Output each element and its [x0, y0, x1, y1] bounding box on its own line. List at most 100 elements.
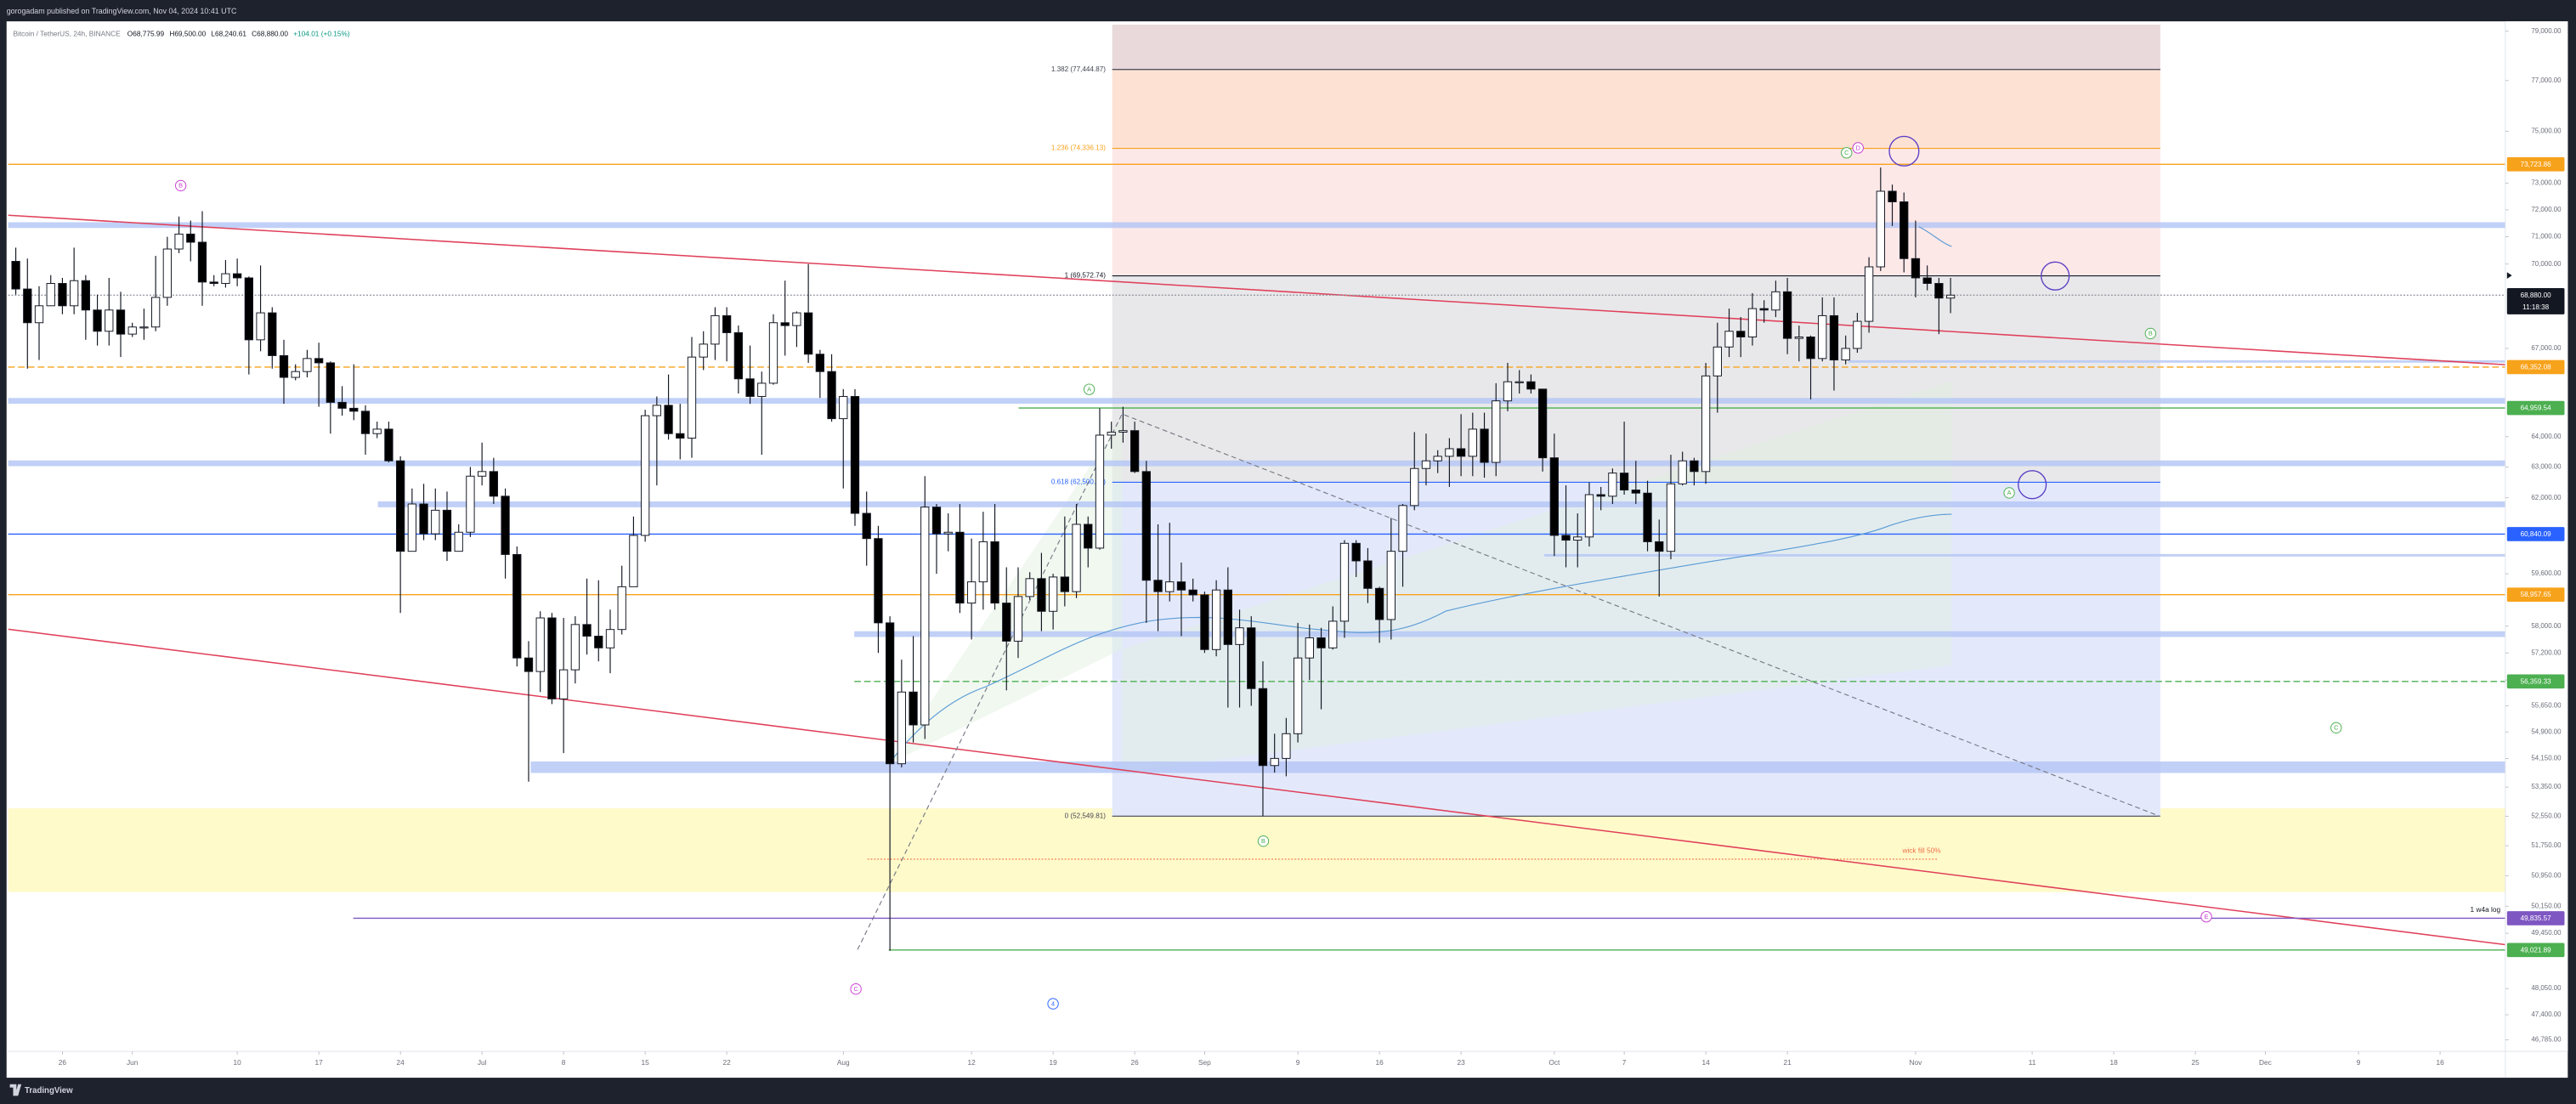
x-tick-label: 14	[1701, 1058, 1710, 1067]
candle-body	[70, 280, 79, 307]
candle-body	[850, 395, 860, 514]
candle-body	[360, 410, 371, 434]
wave-label: A	[1087, 385, 1091, 393]
candle-body	[1690, 460, 1699, 473]
y-tick-label: 46,785.00	[2531, 1036, 2562, 1044]
candle-body	[1060, 576, 1069, 592]
candle-body	[93, 309, 102, 332]
price-badge	[2506, 360, 2565, 375]
candle-body	[303, 358, 312, 372]
ohlc-close: C68,880.00	[252, 30, 288, 38]
candle-body	[745, 378, 755, 397]
y-tick-label: 55,650.00	[2531, 702, 2562, 710]
candle-body	[232, 273, 242, 279]
y-tick-label: 54,900.00	[2531, 728, 2562, 735]
candle-body	[1433, 456, 1442, 461]
candle-body	[699, 343, 708, 358]
wave-marker	[2200, 910, 2212, 923]
candle-body	[1818, 314, 1827, 360]
candle-body	[1363, 560, 1373, 589]
price-badge	[2506, 287, 2565, 314]
candle-body	[1736, 331, 1746, 337]
candle-body	[81, 280, 91, 311]
candle-body	[839, 395, 848, 420]
wave-label: B	[178, 182, 183, 190]
y-tick-label: 54,150.00	[2531, 754, 2562, 761]
price-badge-label: 49,835.57	[2521, 914, 2552, 922]
candle-body	[1200, 594, 1209, 650]
candle-body	[640, 415, 650, 536]
candle-body	[1584, 494, 1594, 538]
wave-label: C	[853, 985, 858, 993]
candle-body	[1013, 596, 1023, 642]
ohlc-open: O68,775.99	[127, 30, 165, 38]
fib-label: 0 (52,549.81)	[1065, 812, 1107, 819]
candle-body	[617, 586, 626, 631]
candle-body	[279, 354, 289, 378]
wave-label: 4	[1051, 999, 1055, 1007]
candle-body	[1713, 346, 1722, 376]
candle-body	[489, 471, 498, 497]
y-tick-label: 49,450.00	[2531, 929, 2562, 937]
candle-body	[466, 475, 475, 533]
candle-body	[209, 281, 218, 284]
candle-body	[11, 261, 20, 290]
candle-body	[1853, 320, 1862, 349]
price-badge-label: 68,880.00	[2521, 292, 2552, 299]
candle-body	[105, 309, 114, 332]
price-badge-label: 60,840.09	[2521, 530, 2552, 538]
wave-label: B	[1261, 837, 1265, 845]
candle-body	[337, 401, 347, 409]
candle-body	[1339, 542, 1350, 622]
price-badge	[2506, 156, 2565, 172]
y-tick-label: 51,750.00	[2531, 841, 2562, 849]
price-badge-label: 49,021.89	[2521, 946, 2552, 954]
candle-body	[629, 535, 638, 587]
candle-body	[1561, 535, 1571, 541]
fib-zone	[1112, 69, 2160, 149]
candle-body	[966, 581, 977, 604]
fib-zone	[1112, 24, 2160, 70]
candle-body	[127, 326, 137, 335]
candle-body	[454, 531, 463, 552]
projection-path	[857, 413, 2161, 950]
fib-label: 1.236 (74,336.13)	[1051, 144, 1106, 152]
price-badge	[2506, 527, 2565, 541]
candle-body	[1351, 542, 1361, 562]
wave-marker	[1047, 998, 1059, 1010]
wave-marker	[1257, 835, 1270, 847]
candle-body	[1934, 283, 1944, 299]
moving-average	[1918, 226, 1952, 247]
candle-body	[1876, 190, 1885, 268]
candle-body	[1503, 381, 1513, 402]
candle-body	[687, 356, 697, 439]
fib-label: 1.382 (77,444.87)	[1051, 65, 1106, 73]
x-tick-label: 16	[2436, 1058, 2444, 1067]
candle-body	[897, 691, 906, 765]
moving-average	[888, 513, 1952, 765]
candle-body	[1316, 637, 1326, 648]
candle-body	[1864, 266, 1874, 322]
candle-body	[1118, 430, 1128, 433]
wave-label: C	[1844, 149, 1849, 156]
ohlc-low: L68,240.61	[211, 30, 246, 38]
candle-body	[1922, 277, 1932, 284]
candle-body	[395, 460, 405, 552]
candle-body	[1305, 637, 1314, 659]
wave-marker	[174, 179, 187, 192]
candle-body	[1129, 430, 1140, 473]
wave-label: B	[2149, 330, 2153, 337]
candle-body	[1188, 589, 1197, 596]
candle-body	[1537, 388, 1548, 459]
candle-body	[535, 617, 545, 672]
price-badge-label: 73,723.86	[2521, 161, 2552, 168]
x-tick-label: 8	[562, 1058, 566, 1067]
y-tick-label: 79,000.00	[2531, 27, 2562, 35]
candle-body	[943, 531, 953, 535]
candle-body	[384, 428, 393, 461]
candle-body	[1386, 551, 1396, 620]
candle-body	[524, 657, 534, 672]
x-tick-label: Dec	[2259, 1058, 2272, 1067]
candle-body	[582, 624, 592, 637]
